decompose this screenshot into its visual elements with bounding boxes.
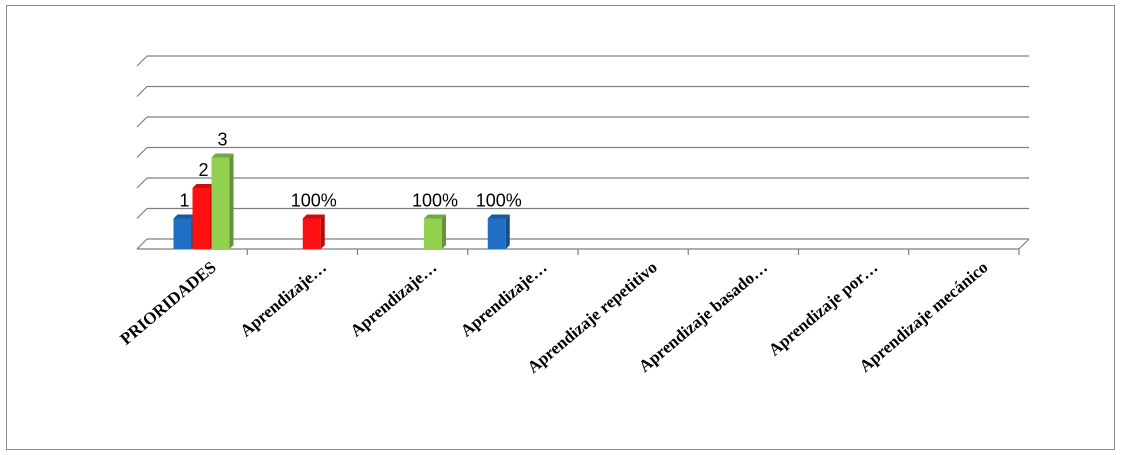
- gridline-depth: [136, 208, 148, 219]
- bar-side: [505, 214, 510, 249]
- gridline-depth: [136, 177, 148, 189]
- bar-front: [192, 188, 211, 249]
- bar-side: [442, 214, 446, 249]
- data-label: 1: [179, 191, 189, 211]
- gridline-depth: [136, 147, 148, 158]
- bar: [173, 214, 196, 249]
- data-label: 100%: [291, 191, 337, 211]
- bar-front: [211, 157, 230, 249]
- bar-side: [320, 214, 325, 249]
- category-label: PRIORIDADES: [116, 258, 219, 349]
- bar-top: [211, 153, 234, 158]
- bar-top: [424, 214, 446, 219]
- bar-front: [302, 218, 321, 249]
- category-label: Aprendizaje…: [236, 258, 330, 341]
- data-label: 3: [217, 130, 227, 150]
- floor-edge-depth: [1018, 238, 1030, 250]
- chart-frame: 1 100% 2 100% 3 100% PRIORIDADES Aprendizaje… A…: [6, 5, 1115, 450]
- gridline-depth: [136, 55, 148, 67]
- bar-front: [173, 218, 192, 249]
- bar: [302, 214, 325, 249]
- data-label: 2: [198, 160, 208, 180]
- bar: [487, 214, 510, 249]
- bar-top: [192, 184, 215, 188]
- data-label: 100%: [412, 191, 458, 211]
- category-label: Aprendizaje por…: [765, 258, 882, 360]
- bar: [424, 214, 446, 249]
- category-label: Aprendizaje…: [347, 258, 441, 341]
- bar-top: [173, 214, 196, 219]
- gridline-depth: [136, 238, 148, 250]
- bar-front: [487, 218, 506, 249]
- category-label: Aprendizaje…: [457, 258, 551, 341]
- bar: [211, 153, 234, 249]
- bar: [192, 184, 215, 249]
- gridline-depth: [136, 116, 148, 128]
- gridline-depth: [136, 86, 148, 97]
- bar-front: [424, 218, 442, 249]
- bar-top: [487, 214, 510, 219]
- bar-top: [302, 214, 325, 219]
- data-label: 100%: [476, 191, 522, 211]
- bar-side: [229, 153, 234, 249]
